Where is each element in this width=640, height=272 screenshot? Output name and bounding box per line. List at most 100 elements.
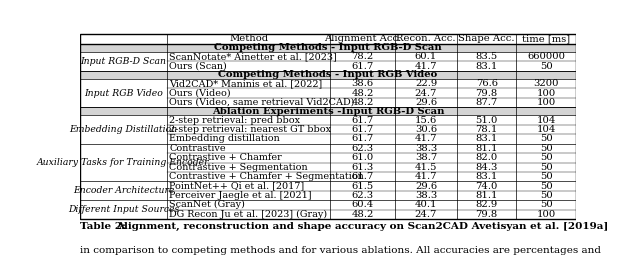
Text: 22.9: 22.9 [415, 79, 437, 88]
Text: Different Input Sources: Different Input Sources [68, 205, 179, 214]
Text: DG Recon Ju et al. [2023] (Gray): DG Recon Ju et al. [2023] (Gray) [169, 210, 328, 219]
Text: 83.1: 83.1 [476, 172, 498, 181]
Text: 100: 100 [536, 89, 556, 98]
Text: 104: 104 [536, 125, 556, 134]
Text: Contrastive + Chamfer: Contrastive + Chamfer [169, 153, 282, 162]
Text: 2-step retrieval: pred bbox: 2-step retrieval: pred bbox [169, 116, 300, 125]
Text: 61.5: 61.5 [351, 182, 374, 191]
Text: 38.3: 38.3 [415, 191, 437, 200]
Text: 29.6: 29.6 [415, 98, 437, 107]
Text: 82.0: 82.0 [476, 153, 498, 162]
Text: 61.7: 61.7 [351, 61, 374, 71]
Text: 15.6: 15.6 [415, 116, 437, 125]
Text: Recon. Acc.: Recon. Acc. [396, 34, 456, 43]
Text: 29.6: 29.6 [415, 182, 437, 191]
Text: 104: 104 [536, 116, 556, 125]
Text: 30.6: 30.6 [415, 125, 437, 134]
Text: 50: 50 [540, 134, 552, 143]
Text: 83.1: 83.1 [476, 134, 498, 143]
Text: 50: 50 [540, 61, 552, 71]
Text: Vid2CAD* Maninis et al. [2022]: Vid2CAD* Maninis et al. [2022] [169, 79, 323, 88]
Text: 50: 50 [540, 144, 552, 153]
Text: 79.8: 79.8 [476, 89, 498, 98]
Text: 100: 100 [536, 98, 556, 107]
Text: 41.7: 41.7 [415, 172, 437, 181]
Text: 62.3: 62.3 [351, 144, 374, 153]
Text: 78.1: 78.1 [476, 125, 498, 134]
Text: Ours (Scan): Ours (Scan) [169, 61, 227, 71]
Text: 81.1: 81.1 [476, 191, 498, 200]
Bar [80, 44, 576, 52]
Text: 24.7: 24.7 [415, 210, 437, 219]
Text: 79.8: 79.8 [476, 210, 498, 219]
Text: 74.0: 74.0 [476, 182, 498, 191]
Text: ScanNet (Gray): ScanNet (Gray) [169, 200, 245, 209]
Text: 61.7: 61.7 [351, 172, 374, 181]
Text: 50: 50 [540, 200, 552, 209]
Text: PointNet++ Qi et al. [2017]: PointNet++ Qi et al. [2017] [169, 182, 305, 191]
Text: 50: 50 [540, 172, 552, 181]
Text: 61.7: 61.7 [351, 134, 374, 143]
Text: 87.7: 87.7 [476, 98, 498, 107]
Text: 48.2: 48.2 [351, 210, 374, 219]
Text: 2-step retrieval: nearest GT bbox: 2-step retrieval: nearest GT bbox [169, 125, 332, 134]
Text: 50: 50 [540, 191, 552, 200]
Text: Ablation Experiments -Input RGB-D Scan: Ablation Experiments -Input RGB-D Scan [212, 107, 444, 116]
Bar [80, 71, 576, 79]
Text: Encoder Architecture: Encoder Architecture [73, 186, 174, 195]
Text: Competing Methods - Input RGB Video: Competing Methods - Input RGB Video [218, 70, 438, 79]
Text: 84.3: 84.3 [476, 163, 498, 172]
Text: Ours (Video): Ours (Video) [169, 89, 231, 98]
Text: 38.7: 38.7 [415, 153, 437, 162]
Text: 41.7: 41.7 [415, 61, 437, 71]
Text: ScanNotate* Ainetter et al. [2023]: ScanNotate* Ainetter et al. [2023] [169, 52, 337, 61]
Text: Embedding Distillation: Embedding Distillation [69, 125, 177, 134]
Text: 100: 100 [536, 210, 556, 219]
Text: 76.6: 76.6 [476, 79, 498, 88]
Text: 82.9: 82.9 [476, 200, 498, 209]
Text: 60.4: 60.4 [351, 200, 374, 209]
Text: 81.1: 81.1 [476, 144, 498, 153]
Text: 83.1: 83.1 [476, 61, 498, 71]
Text: Contrastive + Segmentation: Contrastive + Segmentation [169, 163, 308, 172]
Text: Competing Methods - Input RGB-D Scan: Competing Methods - Input RGB-D Scan [214, 43, 442, 52]
Text: 38.6: 38.6 [351, 79, 374, 88]
Text: Ours (Video, same retrieval Vid2CAD): Ours (Video, same retrieval Vid2CAD) [169, 98, 355, 107]
Text: 50: 50 [540, 153, 552, 162]
Text: 50: 50 [540, 163, 552, 172]
Text: in comparison to competing methods and for various ablations. All accuracies are: in comparison to competing methods and f… [80, 246, 601, 255]
Text: 61.7: 61.7 [351, 125, 374, 134]
Text: 61.0: 61.0 [351, 153, 374, 162]
Text: 61.7: 61.7 [351, 116, 374, 125]
Text: 78.2: 78.2 [351, 52, 374, 61]
Text: 83.5: 83.5 [476, 52, 498, 61]
Text: Method: Method [229, 34, 268, 43]
Text: Embedding distillation: Embedding distillation [169, 134, 280, 143]
Text: Contrastive: Contrastive [169, 144, 226, 153]
Bar [80, 34, 576, 219]
Text: Table 2:: Table 2: [80, 222, 129, 231]
Text: Input RGB Video: Input RGB Video [84, 89, 163, 98]
Text: Contrastive + Chamfer + Segmentation: Contrastive + Chamfer + Segmentation [169, 172, 364, 181]
Text: 38.3: 38.3 [415, 144, 437, 153]
Text: 24.7: 24.7 [415, 89, 437, 98]
Text: Perceiver Jaegle et al. [2021]: Perceiver Jaegle et al. [2021] [169, 191, 312, 200]
Text: 3200: 3200 [534, 79, 559, 88]
Text: 51.0: 51.0 [476, 116, 498, 125]
Text: 50: 50 [540, 182, 552, 191]
Text: 48.2: 48.2 [351, 89, 374, 98]
Text: 40.1: 40.1 [415, 200, 437, 209]
Text: 61.3: 61.3 [351, 163, 374, 172]
Text: 660000: 660000 [527, 52, 565, 61]
Text: Alignment, reconstruction and shape accuracy on Scan2CAD Avetisyan et al. [2019a: Alignment, reconstruction and shape accu… [116, 222, 609, 231]
Text: Shape Acc.: Shape Acc. [458, 34, 515, 43]
Text: Input RGB-D Scan: Input RGB-D Scan [81, 57, 166, 66]
Text: 62.3: 62.3 [351, 191, 374, 200]
Bar [80, 107, 576, 115]
Text: time [ms]: time [ms] [522, 34, 570, 43]
Text: Auxiliary Tasks for Training Encoder: Auxiliary Tasks for Training Encoder [37, 158, 210, 167]
Text: 60.1: 60.1 [415, 52, 437, 61]
Text: Alignment Acc.: Alignment Acc. [324, 34, 401, 43]
Text: 41.7: 41.7 [415, 134, 437, 143]
Text: 41.5: 41.5 [415, 163, 437, 172]
